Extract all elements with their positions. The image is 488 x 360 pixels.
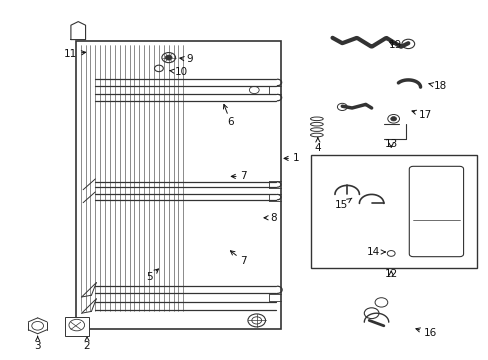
Text: 13: 13 — [384, 139, 397, 149]
Text: 14: 14 — [366, 247, 385, 257]
Text: 17: 17 — [411, 110, 431, 120]
Bar — [310, 155, 476, 268]
FancyBboxPatch shape — [408, 166, 463, 257]
Circle shape — [390, 117, 396, 121]
Text: 11: 11 — [64, 49, 85, 59]
Text: 1: 1 — [284, 153, 299, 163]
Text: 10: 10 — [169, 67, 187, 77]
Text: 15: 15 — [334, 198, 351, 210]
Text: 8: 8 — [264, 213, 277, 223]
Text: 4: 4 — [314, 138, 321, 153]
Text: 19: 19 — [387, 40, 401, 50]
Text: 7: 7 — [231, 171, 246, 181]
Ellipse shape — [310, 117, 323, 121]
Text: 9: 9 — [180, 54, 193, 64]
Circle shape — [165, 55, 172, 60]
Text: 3: 3 — [34, 336, 41, 351]
Text: 2: 2 — [83, 336, 90, 351]
Text: 16: 16 — [415, 328, 436, 338]
Bar — [65, 317, 88, 336]
Ellipse shape — [310, 122, 323, 126]
Bar — [76, 41, 281, 329]
Text: 5: 5 — [145, 269, 158, 282]
Text: 7: 7 — [230, 251, 246, 266]
Text: 12: 12 — [384, 269, 397, 279]
Text: 6: 6 — [223, 104, 234, 127]
Text: 18: 18 — [428, 81, 446, 91]
Ellipse shape — [310, 133, 323, 137]
Ellipse shape — [310, 128, 323, 131]
